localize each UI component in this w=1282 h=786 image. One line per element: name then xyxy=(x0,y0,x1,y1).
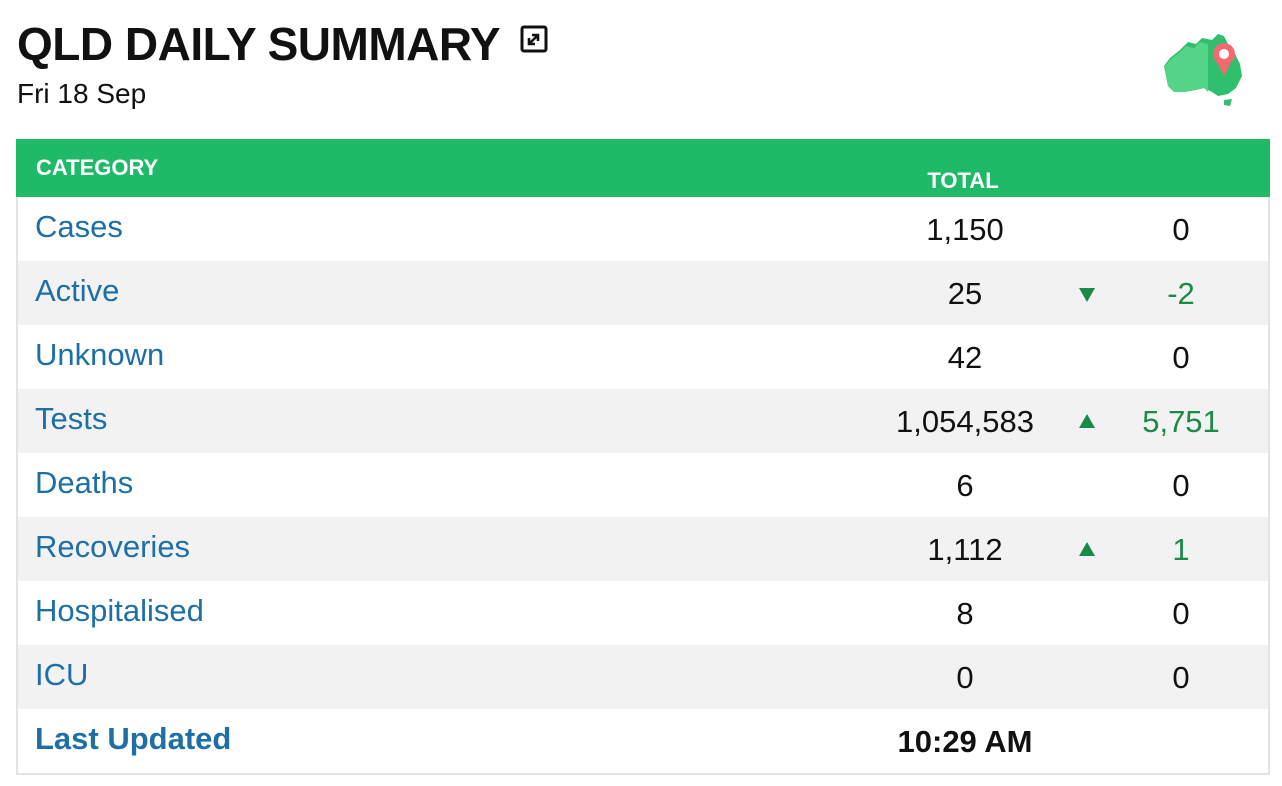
table-row: ICU 0 0 xyxy=(18,645,1268,709)
category-link[interactable]: ICU xyxy=(35,657,89,692)
category-link[interactable]: Deaths xyxy=(35,465,134,500)
category-link[interactable]: Recoveries xyxy=(35,529,191,564)
delta-value: 1 xyxy=(1172,532,1190,567)
category-link[interactable]: Unknown xyxy=(35,337,165,372)
total-value: 42 xyxy=(947,340,983,375)
table-row: Cases 1,150 0 xyxy=(18,197,1268,261)
total-value: 1,054,583 xyxy=(896,404,1034,439)
total-value: 1,150 xyxy=(926,212,1004,247)
delta-value: 0 xyxy=(1172,468,1190,503)
delta-value: 0 xyxy=(1172,212,1190,247)
title-row: QLD DAILY SUMMARY xyxy=(17,16,548,72)
table-row: Tests 1,054,583 5,751 xyxy=(18,389,1268,453)
delta-value: 0 xyxy=(1172,660,1190,695)
delta-value: 5,751 xyxy=(1142,404,1220,439)
page-title: QLD DAILY SUMMARY xyxy=(17,18,501,70)
total-value: 8 xyxy=(956,596,974,631)
last-updated-row: Last Updated 10:29 AM xyxy=(18,709,1268,773)
category-link[interactable]: Cases xyxy=(35,209,123,244)
last-updated-value: 10:29 AM xyxy=(897,724,1033,759)
category-link[interactable]: Tests xyxy=(35,401,108,436)
table-row: Recoveries 1,112 1 xyxy=(18,517,1268,581)
table-row: Deaths 6 0 xyxy=(18,453,1268,517)
triangle-down-icon xyxy=(1079,288,1095,302)
delta-value: 0 xyxy=(1172,340,1190,375)
triangle-up-icon xyxy=(1079,542,1095,556)
expand-icon[interactable] xyxy=(520,25,548,53)
australia-map-pin-icon xyxy=(1164,34,1242,106)
delta-value: -2 xyxy=(1167,276,1195,311)
summary-date: Fri 18 Sep xyxy=(17,78,147,109)
total-value: 25 xyxy=(947,276,983,311)
category-link[interactable]: Active xyxy=(35,273,120,308)
table-header: CATEGORY TOTAL xyxy=(16,139,1270,197)
category-link[interactable]: Hospitalised xyxy=(35,593,204,628)
total-value: 6 xyxy=(956,468,974,503)
table-row: Active 25 -2 xyxy=(18,261,1268,325)
triangle-up-icon xyxy=(1079,414,1095,428)
delta-value: 0 xyxy=(1172,596,1190,631)
table-body: Cases 1,150 0 Active 25 -2 Unknown 42 0 Tests 1,05… xyxy=(18,197,1268,709)
total-value: 1,112 xyxy=(927,532,1003,567)
total-value: 0 xyxy=(956,660,974,695)
column-header-total-label: TOTAL xyxy=(927,168,999,193)
last-updated-label[interactable]: Last Updated xyxy=(35,721,232,756)
table-row: Unknown 42 0 xyxy=(18,325,1268,389)
summary-table: CATEGORY TOTAL Cases 1,150 0 Active 25 -2 Unkn… xyxy=(16,139,1270,775)
column-header-category: CATEGORY xyxy=(36,155,159,180)
summary-header: QLD DAILY SUMMARY Fri 18 Sep xyxy=(17,16,548,110)
table-row: Hospitalised 8 0 xyxy=(18,581,1268,645)
